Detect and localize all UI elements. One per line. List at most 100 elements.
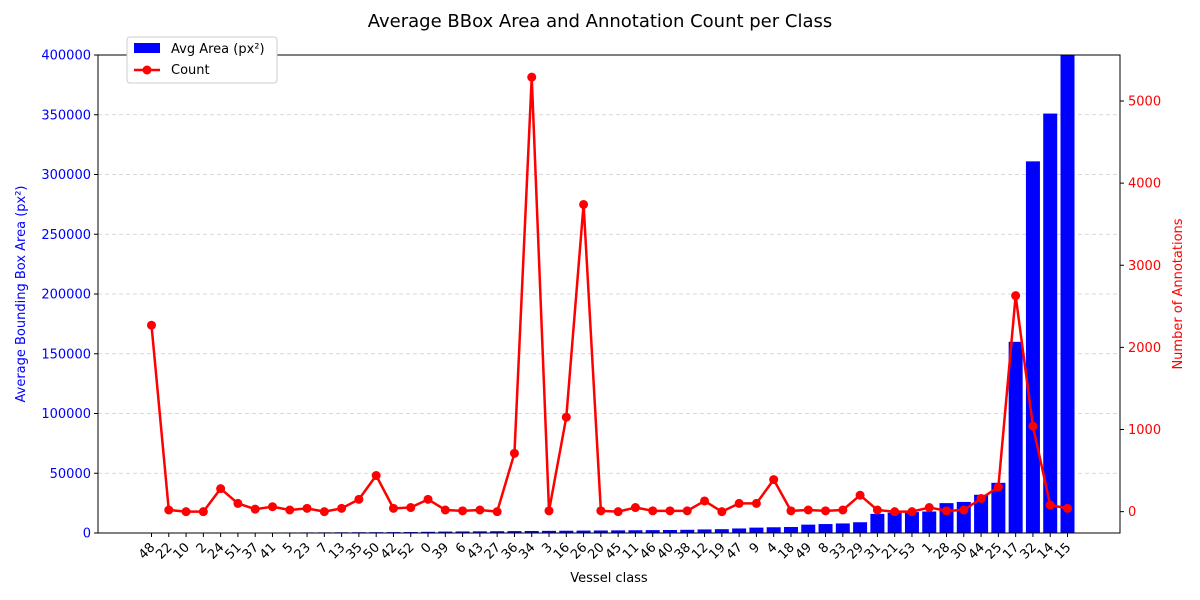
bar: [542, 530, 557, 533]
count-point: [734, 498, 744, 508]
count-point: [181, 507, 191, 517]
legend: Avg Area (px²) Count: [126, 36, 278, 84]
legend-bar-swatch: [134, 43, 160, 53]
right-tick-label: 5000: [1128, 94, 1161, 109]
left-tick-label: 250000: [41, 228, 91, 243]
count-point: [648, 506, 658, 516]
count-point: [527, 72, 537, 82]
bar: [1008, 341, 1023, 533]
count-point: [821, 506, 831, 516]
bar: [645, 530, 660, 533]
count-point: [406, 503, 416, 513]
count-point: [492, 507, 502, 517]
count-point: [613, 507, 623, 517]
count-point: [302, 503, 312, 513]
left-tick-label: 400000: [41, 49, 91, 64]
bar: [887, 512, 902, 533]
count-point: [838, 505, 848, 515]
count-point: [561, 412, 571, 422]
x-tick-label: 39: [430, 540, 452, 562]
right-tick-label: 1000: [1128, 423, 1161, 438]
count-point: [267, 502, 277, 512]
bar: [680, 529, 695, 533]
right-axis-label: Number of Annotations: [1171, 218, 1186, 369]
bar: [593, 530, 608, 533]
x-tick-label: 15: [1052, 540, 1074, 562]
count-point: [147, 320, 156, 330]
count-point: [216, 484, 226, 494]
count-point: [509, 448, 519, 458]
count-point: [458, 506, 468, 516]
count-point: [164, 505, 174, 515]
bar: [576, 530, 591, 533]
x-tick-label: 9: [747, 540, 763, 556]
bar: [611, 530, 626, 533]
bar: [835, 523, 850, 533]
count-point: [198, 507, 208, 517]
count-point: [890, 507, 900, 517]
count-point: [924, 503, 934, 513]
count-point: [285, 505, 295, 515]
count-point: [942, 506, 952, 516]
x-tick-label: 47: [724, 540, 746, 562]
bar: [904, 512, 919, 533]
bar: [974, 494, 989, 533]
bar: [490, 531, 505, 533]
bar: [766, 527, 781, 533]
count-point: [337, 503, 347, 513]
count-point: [976, 494, 986, 504]
count-point: [319, 507, 329, 517]
count-line: [150, 75, 1068, 513]
count-point: [751, 498, 761, 508]
count-point: [475, 505, 485, 515]
bar: [991, 482, 1006, 533]
count-point: [1045, 500, 1055, 510]
x-tick-label: 34: [516, 540, 538, 562]
count-point: [1063, 503, 1072, 513]
count-point: [700, 496, 710, 506]
right-tick-label: 0: [1128, 505, 1136, 520]
bar: [438, 531, 453, 533]
count-point: [440, 505, 450, 515]
left-tick-label: 100000: [41, 407, 91, 422]
bar: [507, 531, 522, 533]
count-point: [630, 503, 640, 513]
count-point: [855, 490, 865, 500]
count-point: [803, 505, 813, 515]
bar: [421, 531, 436, 533]
count-point: [769, 475, 779, 485]
bar: [922, 511, 937, 533]
count-point: [993, 482, 1003, 492]
count-point: [354, 494, 364, 504]
left-tick-label: 350000: [41, 108, 91, 123]
bar: [783, 527, 798, 533]
count-point: [388, 503, 398, 513]
count-point: [717, 507, 727, 517]
legend-line-label: Count: [171, 63, 210, 78]
bar: [1043, 113, 1058, 534]
left-tick-label: 300000: [41, 168, 91, 183]
bar: [524, 530, 539, 533]
x-tick-label: 53: [896, 540, 918, 562]
count-point: [423, 494, 433, 504]
left-tick-label: 50000: [50, 467, 91, 482]
legend-box: [126, 36, 278, 84]
grid: [98, 54, 1120, 534]
bar: [628, 530, 643, 533]
count-line-group: [147, 72, 1072, 517]
bar: [662, 530, 677, 533]
bar: [818, 524, 833, 533]
x-tick-label: 23: [292, 540, 314, 562]
right-tick-label: 2000: [1128, 341, 1161, 356]
x-axis-label: Vessel class: [570, 571, 648, 586]
count-point: [1028, 421, 1038, 431]
right-tick-label: 4000: [1128, 177, 1161, 192]
count-point: [579, 199, 589, 209]
count-point: [544, 506, 554, 516]
left-tick-label: 0: [83, 527, 91, 542]
count-point: [959, 505, 969, 515]
count-point: [682, 506, 692, 516]
count-point: [786, 506, 796, 516]
count-point: [371, 471, 381, 481]
legend-line-marker: [142, 65, 152, 75]
